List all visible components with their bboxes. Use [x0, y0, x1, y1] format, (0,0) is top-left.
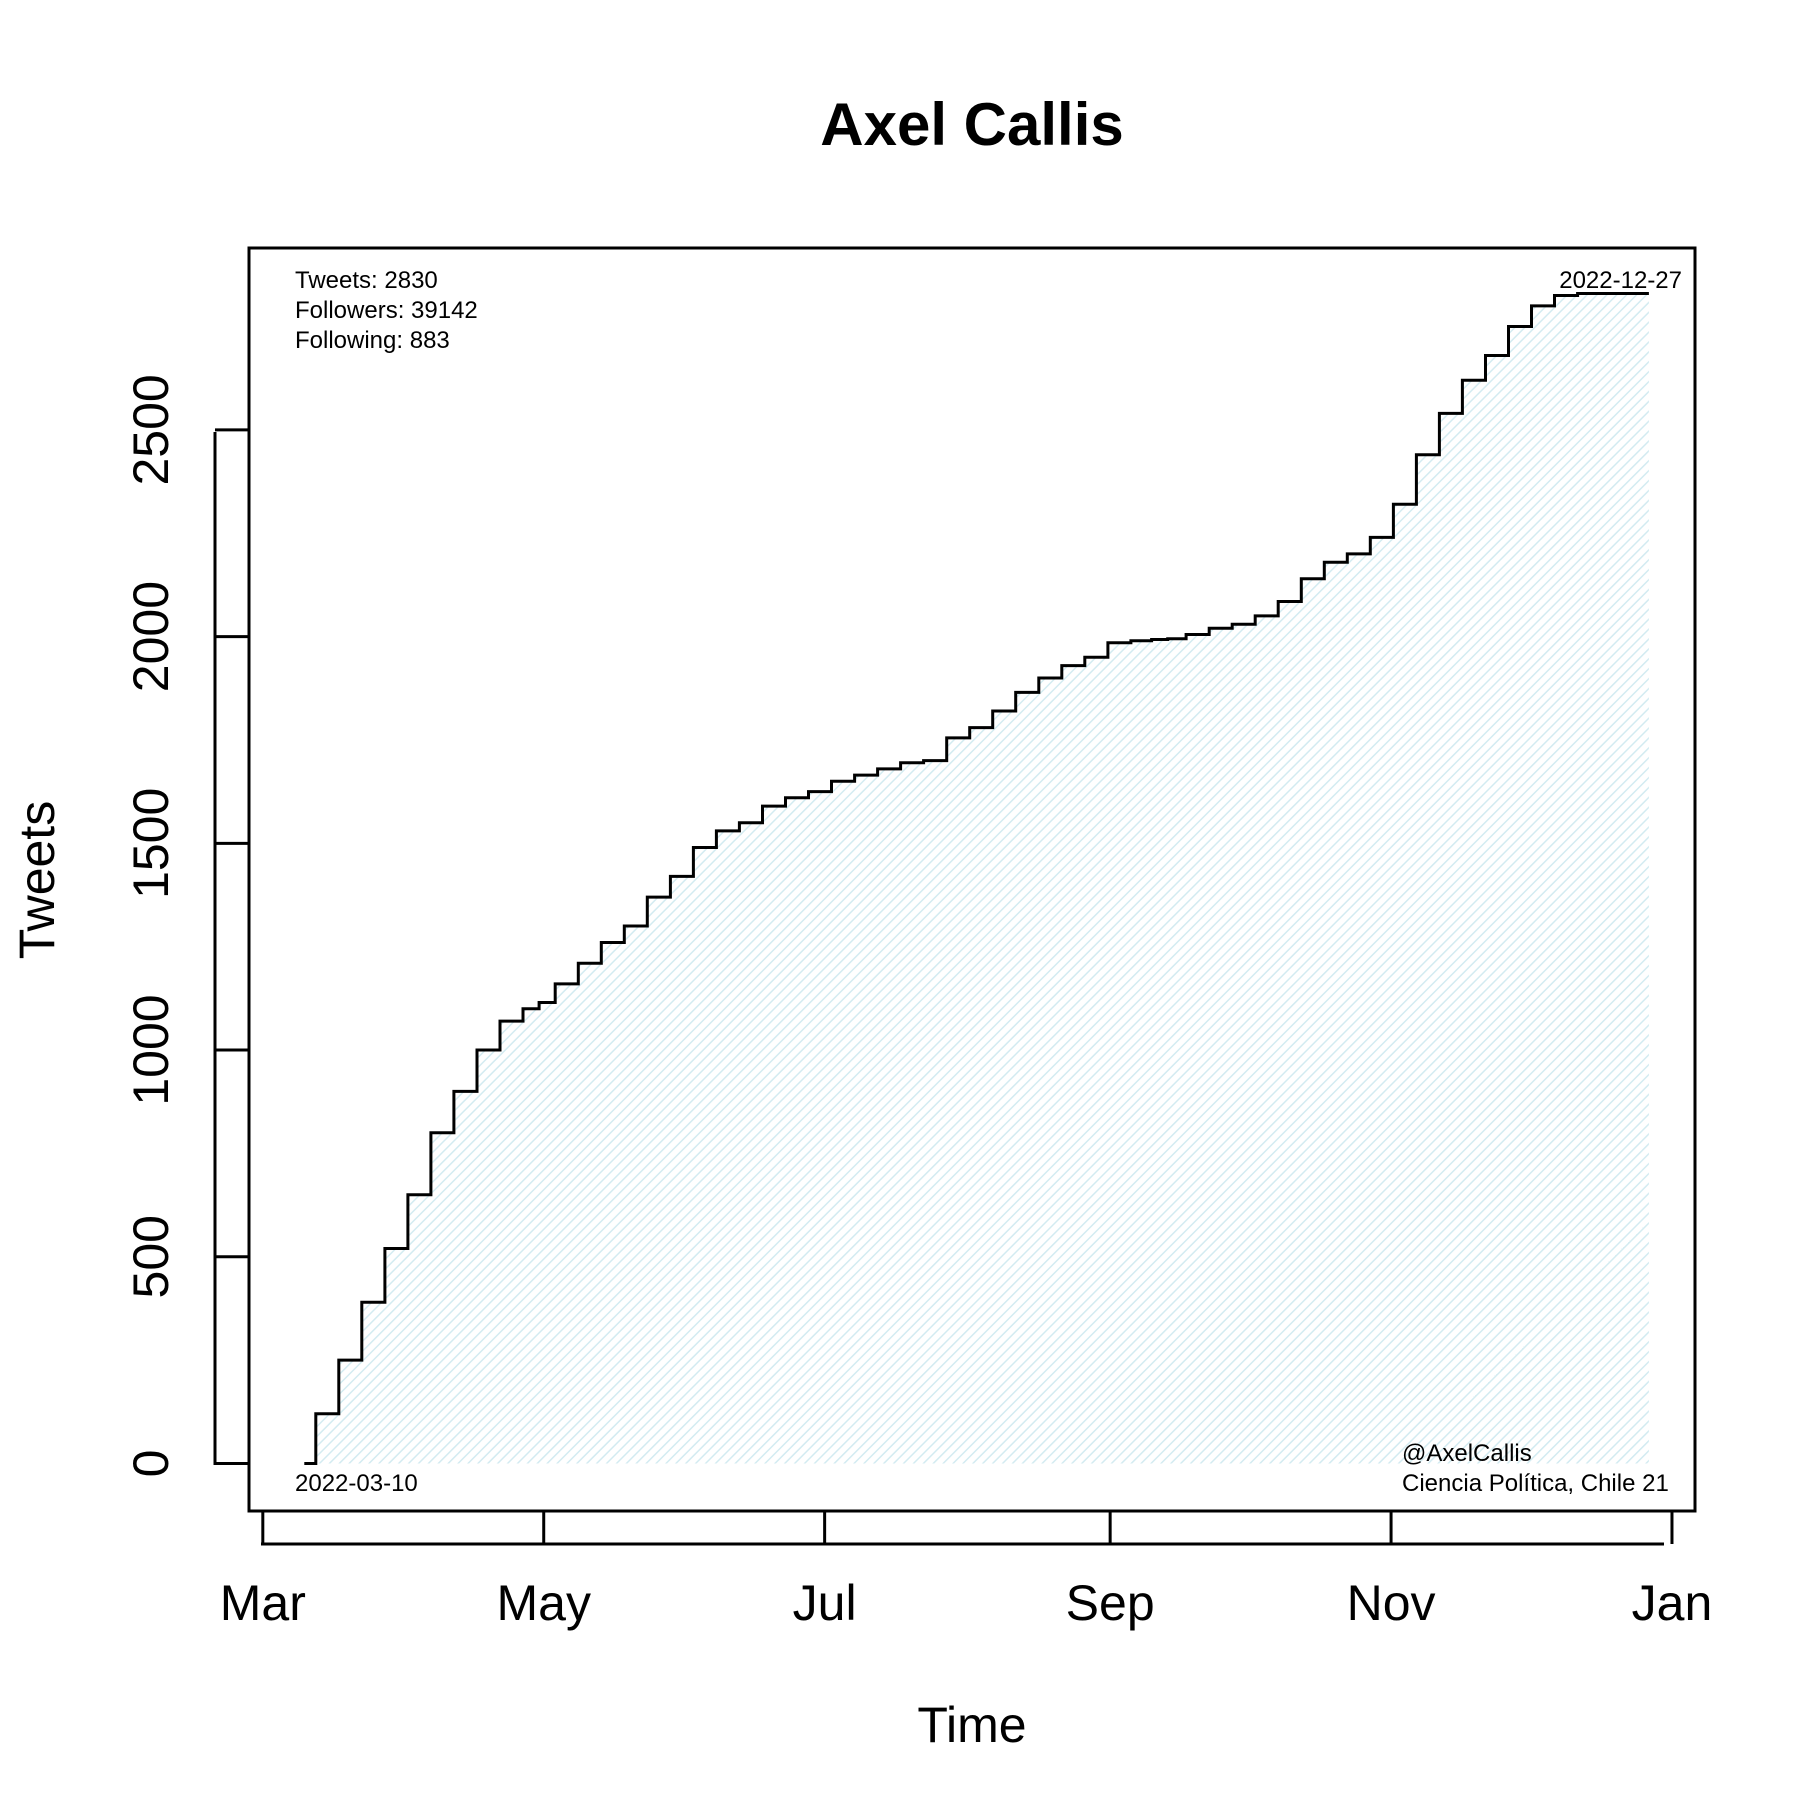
plot-area [304, 292, 1649, 1465]
cumulative-tweets-line [304, 292, 1649, 1465]
affiliation-note: Ciencia Política, Chile 21 [1402, 1470, 1669, 1497]
followers-count-note: Followers: 39142 [295, 297, 478, 324]
x-axis-title: Time [917, 1697, 1026, 1753]
cumulative-tweets-area [304, 293, 1649, 1464]
plot-frame [247, 246, 1697, 1513]
end-date-note: 2022-12-27 [1559, 267, 1682, 294]
handle-note: @AxelCallis [1402, 1440, 1532, 1467]
following-count-note: Following: 883 [295, 327, 450, 354]
y-tick-label: 1500 [123, 788, 179, 899]
start-date-note: 2022-03-10 [295, 1470, 418, 1497]
y-tick-label: 500 [123, 1215, 179, 1298]
x-tick-label: Jul [793, 1575, 857, 1631]
tweets-count-note: Tweets: 2830 [295, 267, 438, 294]
y-tick-label: 2500 [123, 374, 179, 485]
x-tick-label: Nov [1347, 1575, 1436, 1631]
y-tick-label: 2000 [123, 581, 179, 692]
x-tick-label: Sep [1066, 1575, 1155, 1631]
x-tick-label: May [496, 1575, 590, 1631]
y-axis: 0 500 1000 1500 2000 2500 [123, 374, 249, 1477]
y-tick-label: 0 [123, 1450, 179, 1478]
y-axis-title: Tweets [9, 801, 65, 959]
x-axis: Mar May Jul Sep Nov Jan [220, 1511, 1713, 1631]
x-tick-label: Jan [1632, 1575, 1713, 1631]
chart-title: Axel Callis [820, 91, 1124, 158]
y-tick-label: 1000 [123, 994, 179, 1105]
x-tick-label: Mar [220, 1575, 306, 1631]
